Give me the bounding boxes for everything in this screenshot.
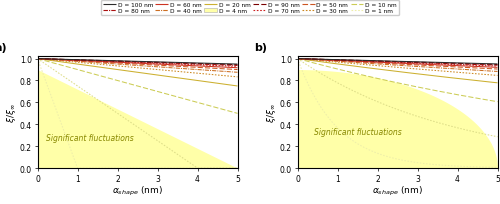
Y-axis label: $\xi/\xi_{\infty}$: $\xi/\xi_{\infty}$: [6, 103, 18, 123]
Y-axis label: $\xi/\xi_{\infty}$: $\xi/\xi_{\infty}$: [266, 103, 278, 123]
Text: a): a): [0, 43, 8, 53]
X-axis label: $\alpha_{shape}$ (nm): $\alpha_{shape}$ (nm): [372, 184, 423, 197]
Legend: D = 100 nm, D = 80 nm, D = 60 nm, D = 40 nm, D = 20 nm, D = 4 nm, D = 90 nm, D =: D = 100 nm, D = 80 nm, D = 60 nm, D = 40…: [101, 1, 399, 16]
Text: b): b): [254, 43, 268, 53]
Text: Significant fluctuations: Significant fluctuations: [46, 133, 134, 142]
X-axis label: $\alpha_{shape}$ (nm): $\alpha_{shape}$ (nm): [112, 184, 163, 197]
Text: Significant fluctuations: Significant fluctuations: [314, 128, 402, 137]
